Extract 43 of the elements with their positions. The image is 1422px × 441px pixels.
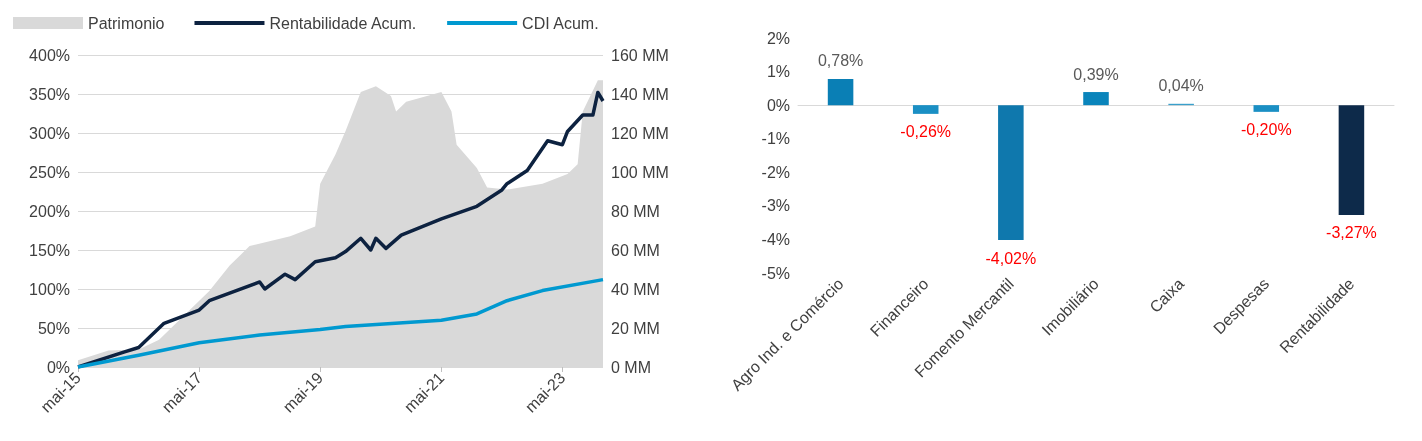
bar [912, 105, 939, 114]
y-tick-label: 300% [29, 124, 70, 142]
data-label: -3,27% [1326, 224, 1377, 242]
y-tick-label: 350% [29, 85, 70, 103]
data-label: -0,26% [900, 123, 952, 141]
data-label: 0,39% [1073, 65, 1119, 83]
y2-tick-label: 20 MM [611, 319, 660, 337]
y2-tick-label: 100 MM [611, 163, 669, 181]
y2-tick-label: 80 MM [611, 202, 660, 220]
y2-tick-label: 0 MM [611, 358, 651, 376]
bar [1083, 92, 1109, 106]
y2-tick-label: 140 MM [611, 85, 669, 103]
data-label: -0,20% [1240, 121, 1292, 139]
y2-tick-label: 160 MM [611, 46, 669, 64]
y-tick-label: -2% [761, 163, 790, 181]
y2-tick-label: 120 MM [611, 124, 669, 142]
data-label: 0,04% [1158, 77, 1204, 95]
bar [1253, 105, 1280, 112]
line-series [76, 277, 605, 369]
y-tick-label: -5% [761, 264, 790, 282]
bar [827, 78, 854, 106]
legend-label: Rentabilidade Acum. [269, 14, 417, 32]
y-tick-label: 150% [29, 241, 70, 259]
y-tick-label: 0% [46, 358, 70, 376]
y-tick-label: 250% [29, 163, 70, 181]
y-tick-label: -1% [761, 130, 790, 148]
data-label: 0,78% [817, 52, 864, 70]
y-tick-label: 400% [29, 46, 70, 64]
y-tick-label: 50% [37, 319, 70, 337]
y2-tick-label: 60 MM [611, 241, 660, 259]
bar [998, 105, 1024, 241]
data-label: -4,02% [985, 249, 1037, 267]
y-tick-label: -3% [761, 197, 790, 215]
y-tick-label: 2% [766, 29, 790, 47]
y-tick-label: 0% [766, 96, 790, 114]
y-tick-label: 100% [29, 280, 70, 298]
legend-label: CDI Acum. [522, 14, 599, 32]
y-tick-label: -4% [761, 230, 790, 248]
y-tick-label: 200% [29, 202, 70, 220]
y-tick-label: 1% [766, 63, 790, 81]
legend-label: Patrimonio [88, 14, 165, 32]
y2-tick-label: 40 MM [611, 280, 660, 298]
bar [1338, 105, 1365, 215]
